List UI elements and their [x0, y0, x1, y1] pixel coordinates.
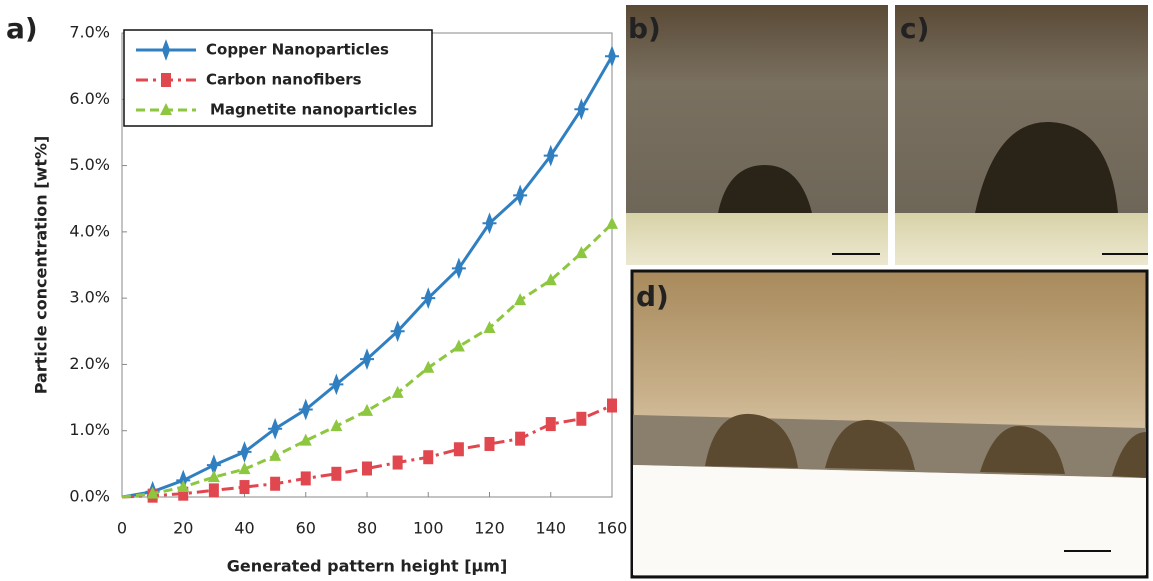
- x-tick-label: 0: [117, 519, 127, 538]
- data-point: [423, 450, 434, 465]
- panel-label: b): [628, 12, 661, 45]
- data-point: [298, 398, 313, 421]
- data-point: [482, 212, 497, 235]
- data-point: [576, 411, 587, 426]
- data-point: [392, 455, 403, 470]
- x-tick-label: 160: [597, 519, 628, 538]
- data-point: [207, 470, 220, 483]
- series-line: [121, 222, 614, 499]
- data-point: [574, 98, 589, 121]
- y-tick-label: 6.0%: [69, 89, 110, 108]
- data-point: [360, 348, 374, 370]
- data-point: [330, 419, 343, 432]
- panel-label: c): [900, 12, 929, 45]
- data-point: [544, 273, 557, 286]
- legend-label: Carbon nanofibers: [206, 71, 362, 89]
- data-point: [514, 293, 527, 306]
- data-point: [575, 246, 588, 259]
- data-point: [361, 403, 373, 416]
- legend-marker: [161, 73, 171, 87]
- data-point: [238, 462, 251, 475]
- data-point: [513, 184, 528, 207]
- legend-marker: [160, 103, 172, 115]
- y-tick-label: 0.0%: [69, 487, 110, 506]
- legend-label: Copper Nanoparticles: [206, 41, 389, 59]
- panel-label: d): [636, 280, 669, 313]
- x-tick-label: 40: [234, 519, 254, 538]
- data-point: [390, 320, 405, 343]
- data-point: [543, 144, 558, 167]
- y-tick-label: 7.0%: [69, 23, 110, 42]
- legend-label: Magnetite nanoparticles: [210, 101, 417, 119]
- panel-label: a): [6, 12, 38, 45]
- legend-box: [123, 29, 433, 127]
- data-point: [484, 436, 495, 451]
- y-tick-label: 3.0%: [69, 288, 110, 307]
- x-tick-label: 140: [535, 519, 566, 538]
- data-point: [452, 339, 465, 352]
- data-point: [239, 480, 250, 495]
- data-point: [515, 431, 526, 446]
- data-point: [451, 257, 466, 280]
- data-point: [208, 483, 219, 498]
- y-tick-label: 1.0%: [69, 420, 110, 439]
- y-tick-label: 2.0%: [69, 354, 110, 373]
- data-point: [605, 45, 619, 68]
- photo-d: [630, 269, 1149, 579]
- data-point: [269, 448, 282, 461]
- data-point: [607, 398, 617, 413]
- data-point: [299, 433, 312, 446]
- data-point: [483, 320, 496, 333]
- data-point: [146, 486, 159, 499]
- data-point: [545, 417, 556, 432]
- data-point: [329, 373, 344, 396]
- photo-c: [895, 5, 1148, 265]
- x-tick-label: 60: [296, 519, 316, 538]
- x-axis-title: Generated pattern height [µm]: [227, 557, 508, 576]
- series-line: [121, 404, 613, 499]
- data-point: [300, 471, 311, 486]
- y-tick-label: 5.0%: [69, 155, 110, 174]
- photo-b: [626, 5, 888, 265]
- data-point: [268, 417, 283, 440]
- data-point: [270, 476, 281, 491]
- data-point: [422, 360, 435, 373]
- data-point: [177, 480, 190, 493]
- data-point: [362, 461, 372, 476]
- data-point: [178, 486, 189, 501]
- x-tick-label: 120: [474, 519, 505, 538]
- x-tick-label: 100: [413, 519, 444, 538]
- legend-marker: [159, 39, 173, 61]
- x-tick-label: 80: [357, 519, 377, 538]
- x-tick-label: 20: [173, 519, 193, 538]
- data-point: [391, 385, 404, 398]
- data-point: [421, 287, 436, 309]
- data-point: [331, 466, 342, 481]
- y-axis-title: Particle concentration [wt%]: [32, 136, 51, 395]
- data-point: [606, 216, 618, 229]
- data-point: [453, 442, 464, 457]
- data-point: [237, 441, 252, 463]
- y-tick-label: 4.0%: [69, 221, 110, 240]
